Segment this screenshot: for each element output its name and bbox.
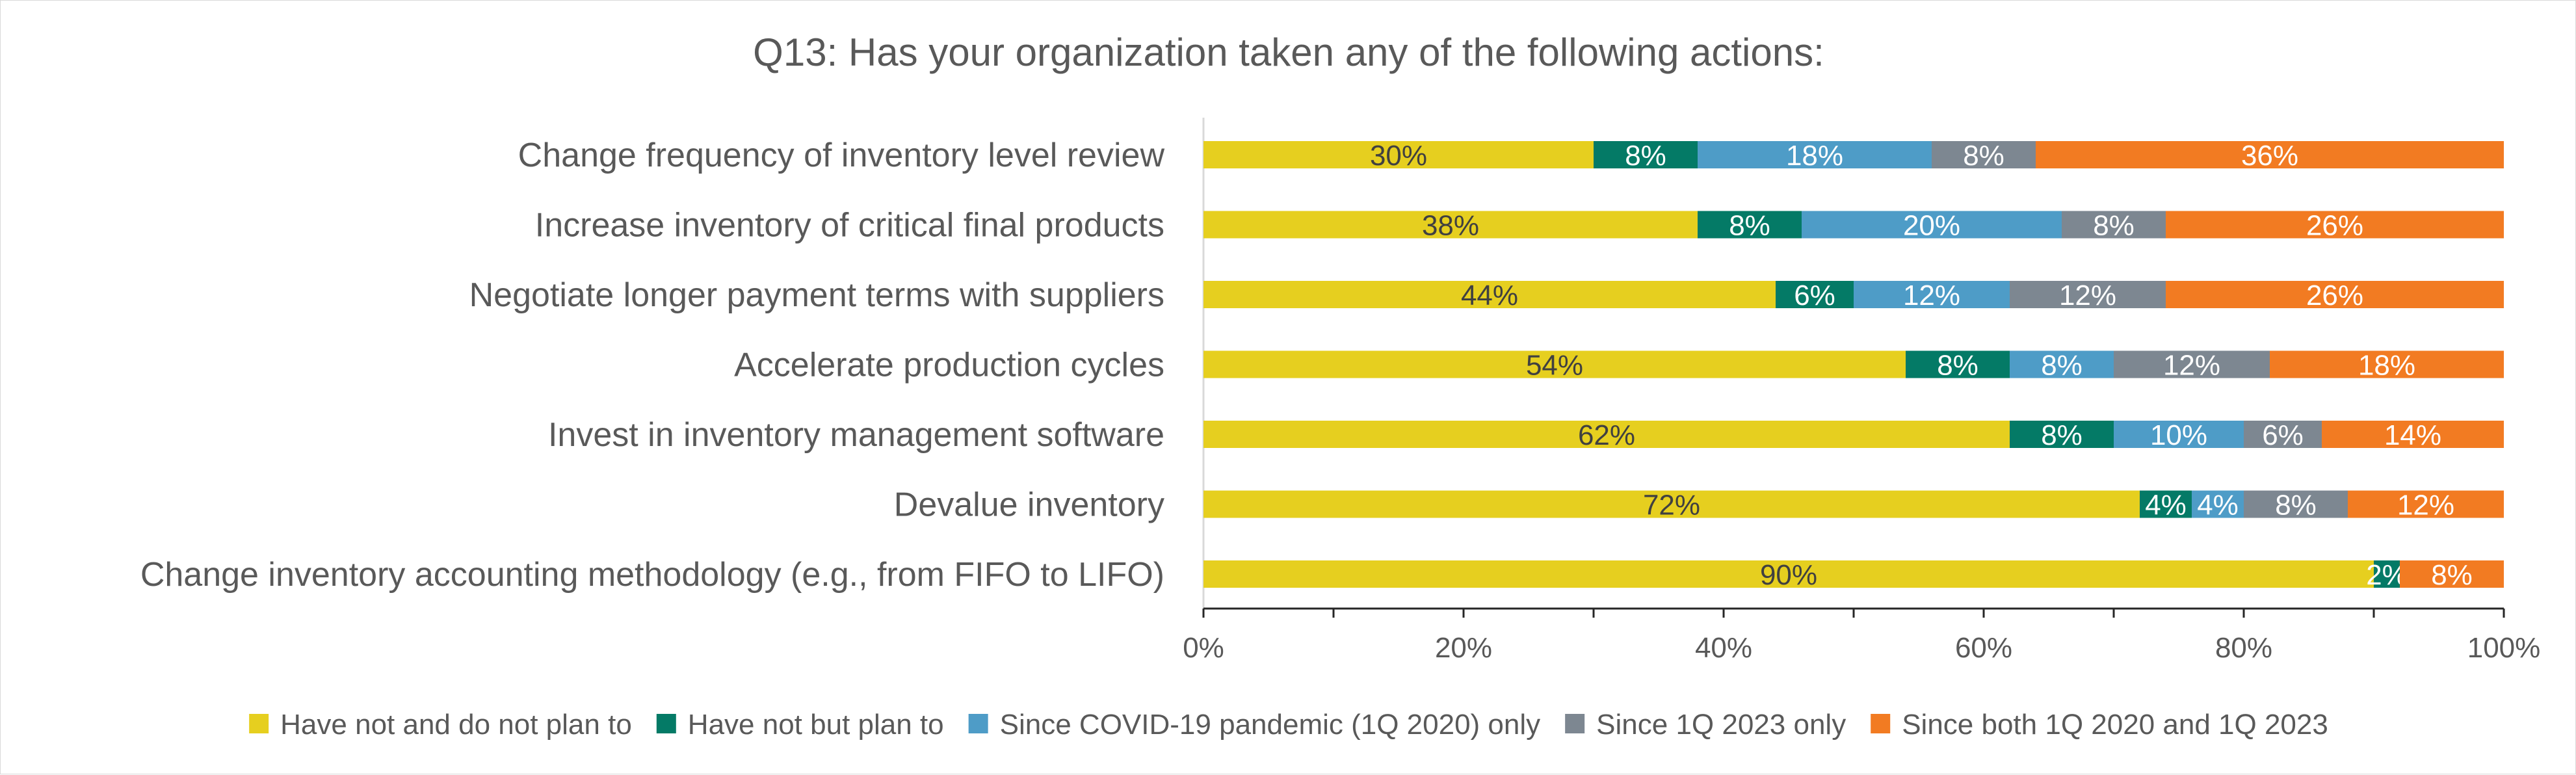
data-label: 90% [1760, 559, 1817, 591]
legend: Have not and do not plan to Have not but … [249, 709, 2328, 741]
legend-swatch [656, 714, 676, 733]
data-label: 8% [2041, 419, 2083, 451]
category-label: Change inventory accounting methodology … [140, 556, 1164, 594]
data-label: 12% [2163, 350, 2220, 382]
bar-segment [2400, 560, 2504, 588]
legend-item: Since both 1Q 2020 and 1Q 2023 [1871, 709, 2328, 741]
category-label: Devalue inventory [894, 486, 1164, 524]
bar-segment [1203, 421, 2010, 448]
bar-segment [1854, 281, 2010, 308]
category-label: Invest in inventory management software [548, 416, 1164, 454]
data-label: 6% [1794, 280, 1835, 311]
data-label: 8% [2041, 350, 2083, 382]
data-label: 36% [2241, 140, 2298, 172]
bar-segment [1203, 211, 1698, 239]
bar-segment [2036, 141, 2504, 168]
data-label: 4% [2197, 490, 2239, 521]
x-tick-label: 80% [2215, 632, 2272, 664]
data-label: 8% [1625, 140, 1666, 172]
legend-label: Since COVID-19 pandemic (1Q 2020) only [1000, 709, 1541, 741]
legend-item: Have not but plan to [656, 709, 944, 741]
data-label: 12% [2059, 280, 2116, 311]
data-label: 72% [1643, 490, 1700, 521]
data-label: 20% [1903, 210, 1960, 242]
legend-swatch [1565, 714, 1585, 733]
data-label: 30% [1370, 140, 1427, 172]
bar-segment [1203, 281, 1776, 308]
category-label: Increase inventory of critical final pro… [535, 207, 1164, 244]
bar-segment [2010, 350, 2114, 378]
x-tick-label: 20% [1435, 632, 1492, 664]
data-label: 18% [2358, 350, 2415, 382]
data-label: 26% [2306, 280, 2363, 311]
bar-segment [2322, 421, 2504, 448]
data-label: 8% [2275, 490, 2317, 521]
bar-segment [2270, 350, 2504, 378]
bar-segment [2192, 490, 2244, 518]
bar-segment [2244, 421, 2322, 448]
bar-segment [1802, 211, 2062, 239]
data-label: 8% [1963, 140, 2004, 172]
category-label: Change frequency of inventory level revi… [518, 137, 1165, 174]
data-label: 12% [1903, 280, 1960, 311]
legend-item: Since 1Q 2023 only [1565, 709, 1846, 741]
bar-segment [1203, 560, 2374, 588]
category-label: Negotiate longer payment terms with supp… [469, 276, 1164, 314]
legend-label: Since both 1Q 2020 and 1Q 2023 [1902, 709, 2328, 741]
bar-segment [1906, 350, 2010, 378]
category-label: Accelerate production cycles [734, 347, 1164, 384]
bar-segment [2166, 281, 2504, 308]
data-label: 8% [1729, 210, 1770, 242]
bar-segment [2010, 281, 2166, 308]
x-tick-label: 100% [2467, 632, 2541, 664]
legend-swatch [249, 714, 269, 733]
legend-item: Since COVID-19 pandemic (1Q 2020) only [968, 709, 1541, 741]
legend-label: Have not and do not plan to [280, 709, 632, 741]
bar-segment [1203, 141, 1594, 168]
legend-item: Have not and do not plan to [249, 709, 632, 741]
bar-segment [1203, 350, 1906, 378]
x-tick-label: 0% [1183, 632, 1224, 664]
x-tick-label: 60% [1955, 632, 2012, 664]
bar-segment [1776, 281, 1854, 308]
bar-segment [1698, 141, 1932, 168]
x-tick-label: 40% [1695, 632, 1752, 664]
data-label: 8% [2431, 559, 2473, 591]
bar-segment [2114, 350, 2270, 378]
plot-area: Change frequency of inventory level revi… [140, 118, 2540, 664]
data-label: 26% [2306, 210, 2363, 242]
legend-swatch [1871, 714, 1891, 733]
data-label: 10% [2150, 419, 2207, 451]
legend-label: Since 1Q 2023 only [1596, 709, 1846, 741]
data-label: 6% [2262, 419, 2304, 451]
data-label: 44% [1461, 280, 1518, 311]
legend-swatch [968, 714, 988, 733]
data-label: 4% [2145, 490, 2187, 521]
data-label: 38% [1422, 210, 1479, 242]
bar-segment [1594, 141, 1698, 168]
bar-segment [2114, 421, 2244, 448]
bar-segment [1203, 490, 2140, 518]
bar-segment [2374, 560, 2400, 588]
data-label: 8% [1937, 350, 1978, 382]
bar-segment [2062, 211, 2166, 239]
bar-segment [2140, 490, 2192, 518]
data-label: 54% [1526, 350, 1583, 382]
data-label: 18% [1786, 140, 1843, 172]
bar-segment [2010, 421, 2114, 448]
data-label: 62% [1578, 419, 1635, 451]
bar-segment [2166, 211, 2504, 239]
chart-title: Q13: Has your organization taken any of … [753, 31, 1824, 74]
bar-segment [1932, 141, 2036, 168]
bar-segment [1698, 211, 1802, 239]
data-label: 12% [2397, 490, 2454, 521]
data-label: 8% [2093, 210, 2135, 242]
legend-label: Have not but plan to [688, 709, 944, 741]
bar-segment [2244, 490, 2348, 518]
bar-segment [2348, 490, 2504, 518]
data-label: 14% [2384, 419, 2441, 451]
